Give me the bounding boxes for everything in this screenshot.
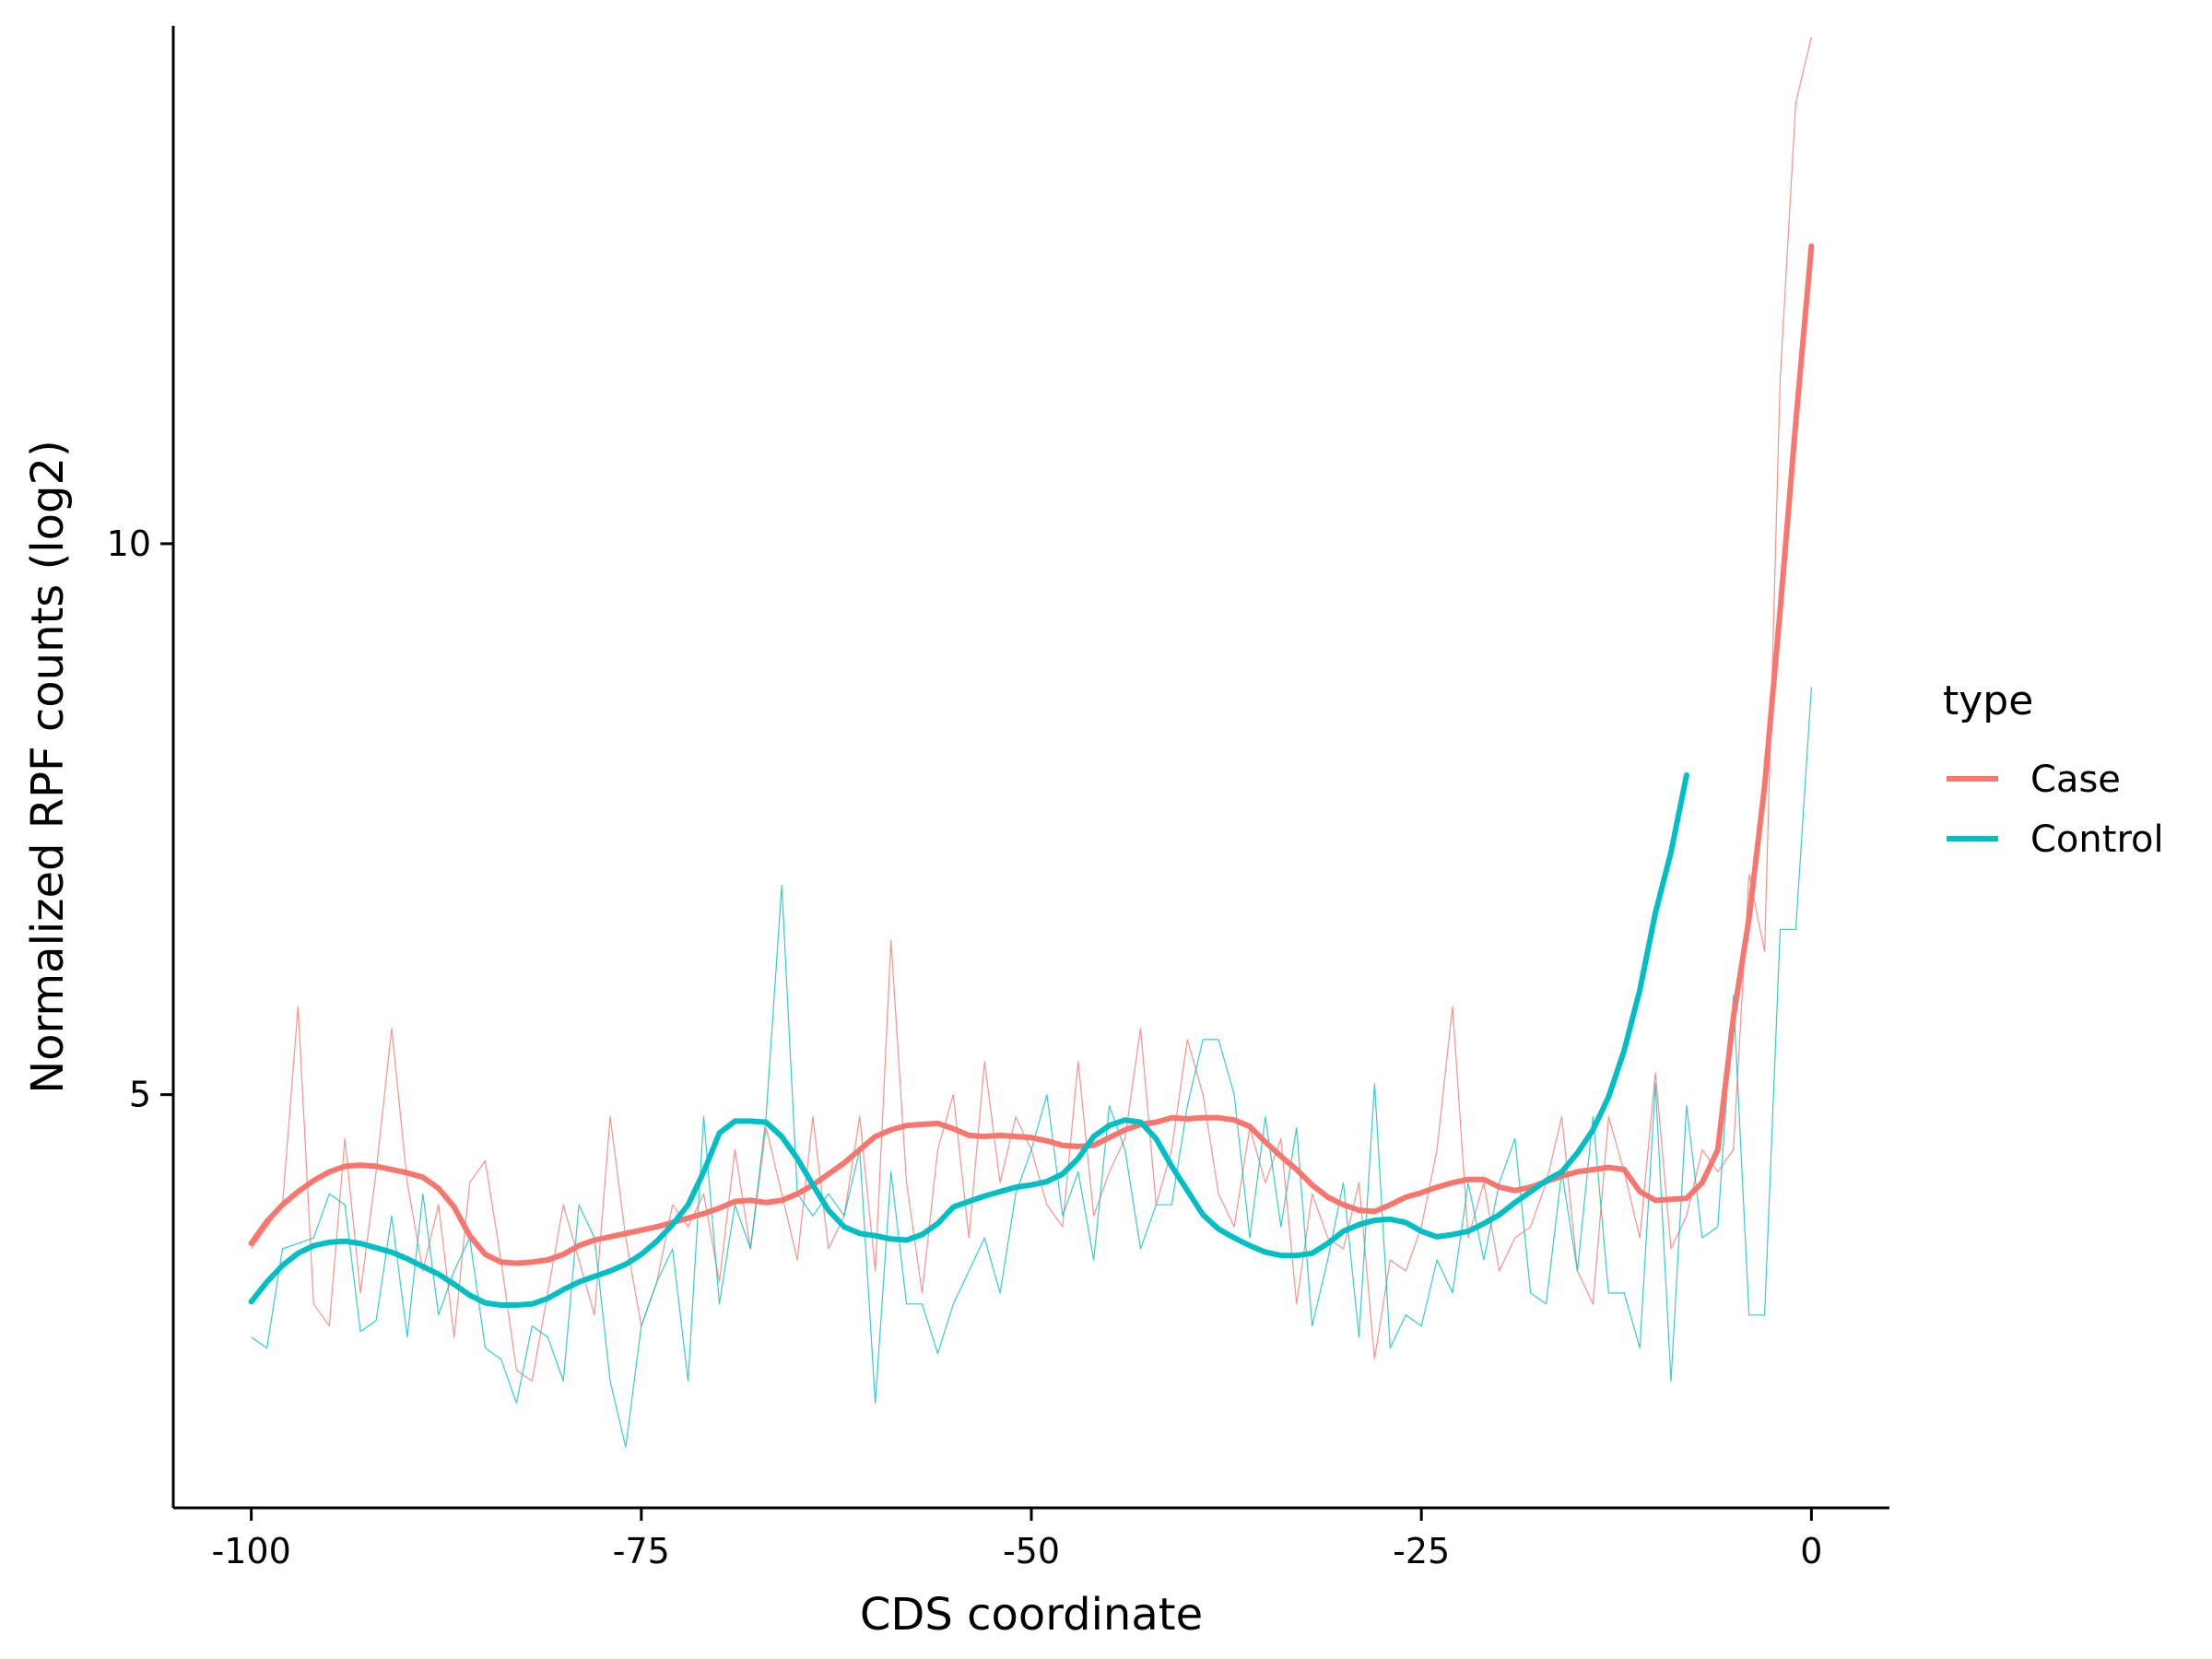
x-axis-ticks: -100 -75 -50 -25 0 (212, 1508, 1822, 1571)
raw-line-control (251, 687, 1812, 1448)
raw-series-layer (251, 36, 1812, 1448)
raw-line-case (251, 36, 1812, 1382)
x-axis-title: CDS coordinate (860, 1589, 1203, 1641)
legend-label-control: Control (2030, 818, 2164, 861)
legend: type Case Control (1943, 677, 2164, 861)
smoothed-series-layer (248, 243, 1815, 1308)
y-axis-title: Normalized RPF counts (log2) (22, 440, 74, 1093)
x-tick-label: -25 (1393, 1531, 1450, 1571)
x-tick-label: -50 (1003, 1531, 1060, 1571)
legend-label-case: Case (2030, 759, 2121, 801)
y-axis-ticks: 5 10 (107, 524, 173, 1115)
legend-title: type (1943, 677, 2033, 724)
smoothed-line-control (248, 772, 1689, 1308)
y-tick-label: 10 (107, 524, 151, 564)
y-tick-label: 5 (129, 1075, 151, 1115)
x-tick-label: 0 (1800, 1531, 1822, 1571)
x-tick-label: -75 (613, 1531, 670, 1571)
x-tick-label: -100 (212, 1531, 291, 1571)
